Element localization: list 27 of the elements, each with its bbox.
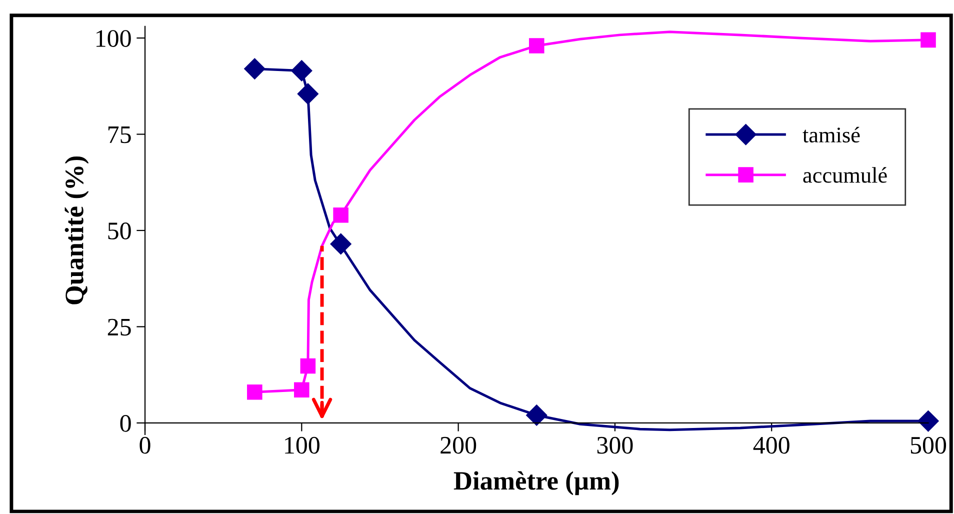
x-tick-label: 400 [753, 436, 790, 454]
legend-label: tamisé [802, 126, 860, 143]
point [333, 207, 348, 223]
x-tick-label: 300 [597, 436, 633, 454]
point [294, 382, 310, 398]
y-axis-title: Quantité (%) [64, 156, 89, 304]
x-tick-label: 0 [140, 436, 150, 454]
point [920, 32, 936, 48]
point [528, 38, 544, 54]
point [330, 233, 352, 254]
point [247, 384, 262, 400]
y-tick-label: 25 [108, 318, 131, 336]
point [918, 410, 939, 432]
y-tick-label: 75 [108, 126, 131, 144]
x-axis-title: Diamètre (µm) [454, 471, 619, 496]
x-tick-label: 100 [285, 436, 320, 454]
y-tick-label: 100 [96, 30, 131, 47]
point [291, 60, 312, 82]
point [526, 404, 548, 426]
point [244, 58, 266, 80]
x-tick-label: 200 [440, 436, 476, 454]
point [297, 83, 318, 104]
x-tick-label: 500 [910, 436, 946, 454]
legend-label: accumulé [803, 167, 887, 183]
y-tick-label: 0 [120, 414, 131, 432]
y-tick-label: 50 [108, 222, 131, 240]
point [300, 358, 316, 374]
